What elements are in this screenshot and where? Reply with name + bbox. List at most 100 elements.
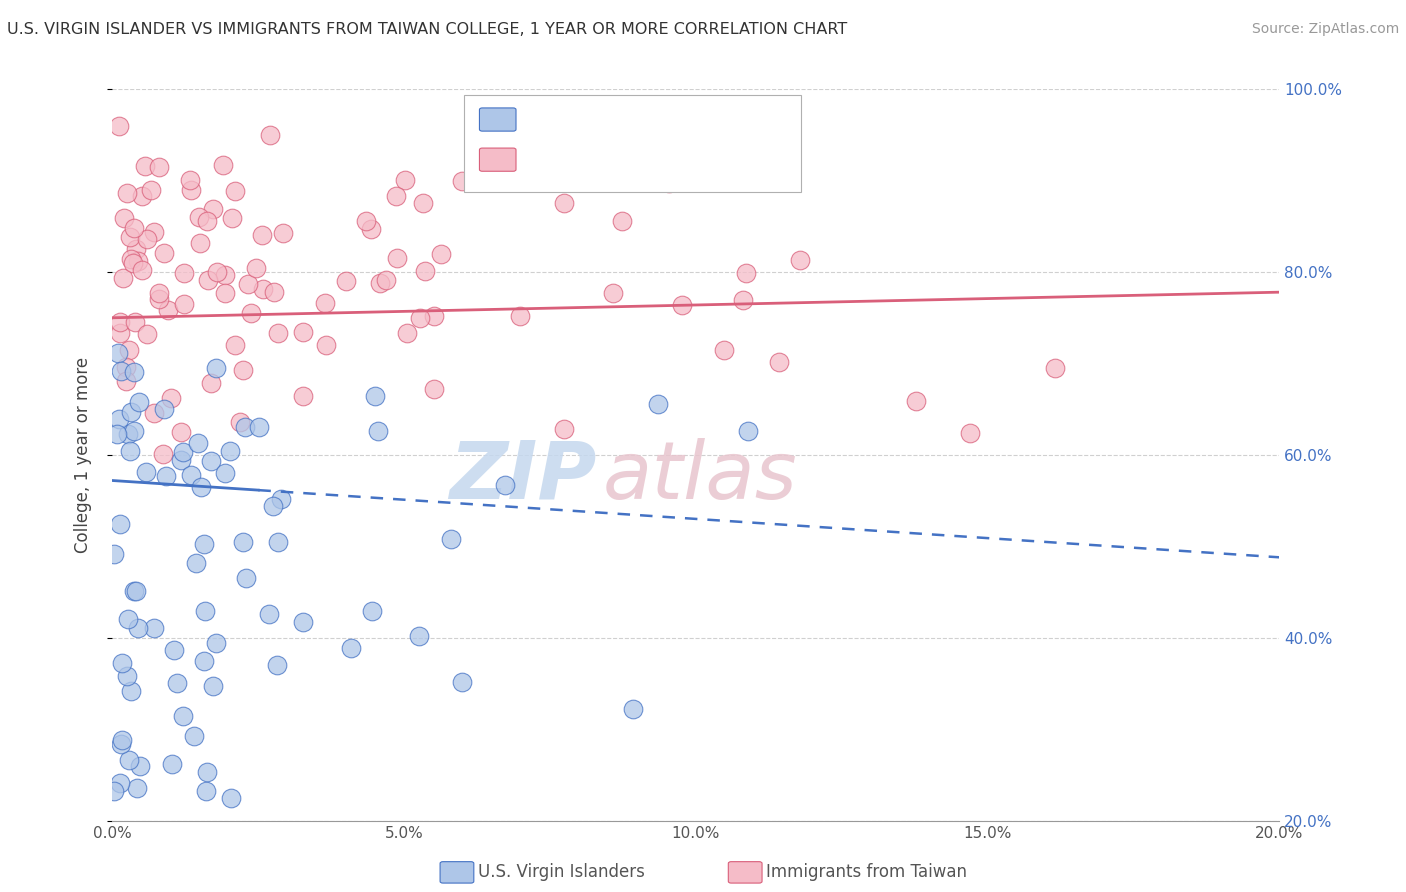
- Point: [409, 311, 432, 326]
- Point: [658, 176, 681, 190]
- Point: [188, 236, 211, 251]
- Point: [364, 389, 387, 403]
- Point: [184, 557, 207, 571]
- Point: [239, 306, 262, 320]
- Point: [103, 783, 125, 797]
- Text: U.S. VIRGIN ISLANDER VS IMMIGRANTS FROM TAIWAN COLLEGE, 1 YEAR OR MORE CORRELATI: U.S. VIRGIN ISLANDER VS IMMIGRANTS FROM …: [7, 22, 848, 37]
- Point: [224, 184, 246, 198]
- Point: [735, 266, 758, 280]
- Point: [232, 363, 254, 377]
- Text: R =  0.018   N = 95: R = 0.018 N = 95: [522, 151, 697, 169]
- Text: Immigrants from Taiwan: Immigrants from Taiwan: [766, 863, 967, 881]
- Point: [733, 293, 755, 307]
- Point: [440, 533, 463, 547]
- Text: atlas: atlas: [603, 438, 797, 516]
- Point: [263, 285, 285, 300]
- Point: [131, 262, 153, 277]
- Point: [131, 189, 153, 203]
- Point: [214, 285, 236, 300]
- Point: [180, 467, 202, 482]
- Point: [422, 382, 444, 396]
- Point: [120, 405, 142, 419]
- Point: [122, 584, 145, 599]
- Point: [115, 186, 138, 201]
- Point: [354, 214, 377, 228]
- Point: [118, 753, 141, 767]
- Point: [152, 246, 174, 260]
- Point: [385, 189, 408, 203]
- Text: U.S. Virgin Islanders: U.S. Virgin Islanders: [478, 863, 645, 881]
- Point: [134, 159, 156, 173]
- Point: [107, 345, 129, 359]
- Point: [125, 781, 148, 796]
- Point: [602, 285, 624, 300]
- Point: [291, 615, 314, 629]
- Point: [315, 338, 337, 352]
- Point: [129, 759, 152, 773]
- Point: [112, 211, 135, 225]
- Point: [170, 453, 193, 467]
- Point: [156, 302, 179, 317]
- Point: [155, 469, 177, 483]
- Point: [340, 641, 363, 656]
- Point: [193, 536, 215, 550]
- Point: [160, 757, 183, 772]
- Point: [127, 253, 149, 268]
- Point: [148, 160, 170, 174]
- Point: [553, 422, 575, 436]
- Point: [768, 355, 790, 369]
- Point: [214, 467, 236, 481]
- Point: [205, 264, 228, 278]
- Point: [413, 264, 436, 278]
- Point: [494, 478, 516, 492]
- Point: [221, 211, 243, 225]
- Point: [108, 776, 131, 790]
- Point: [180, 183, 202, 197]
- Point: [111, 733, 134, 747]
- Point: [247, 419, 270, 434]
- Point: [111, 657, 134, 671]
- Point: [152, 401, 174, 416]
- Point: [202, 679, 225, 693]
- Point: [737, 425, 759, 439]
- Point: [193, 654, 215, 668]
- Point: [170, 425, 193, 439]
- Point: [103, 547, 125, 561]
- Point: [110, 737, 132, 751]
- Point: [271, 226, 294, 240]
- Point: [201, 202, 224, 217]
- Point: [117, 669, 139, 683]
- Point: [450, 675, 472, 690]
- Point: [250, 228, 273, 243]
- Point: [118, 343, 141, 358]
- Point: [267, 535, 290, 549]
- Point: [148, 292, 170, 306]
- Point: [408, 629, 430, 643]
- Point: [367, 424, 389, 438]
- Point: [314, 296, 336, 310]
- Point: [361, 604, 384, 618]
- Point: [387, 252, 409, 266]
- Point: [117, 612, 139, 626]
- Point: [335, 274, 357, 288]
- Point: [789, 253, 811, 268]
- Point: [148, 285, 170, 300]
- Point: [135, 465, 157, 479]
- Point: [127, 621, 149, 635]
- Point: [124, 424, 146, 438]
- Point: [195, 784, 218, 798]
- Point: [194, 604, 217, 618]
- Point: [1045, 361, 1067, 376]
- Point: [212, 158, 235, 172]
- Point: [117, 426, 139, 441]
- Point: [235, 571, 257, 585]
- Point: [233, 420, 256, 434]
- Point: [125, 584, 148, 599]
- Point: [111, 270, 134, 285]
- Point: [553, 195, 575, 210]
- Point: [108, 412, 131, 426]
- Point: [136, 327, 159, 342]
- Point: [412, 196, 434, 211]
- Point: [118, 230, 141, 244]
- Point: [266, 326, 288, 340]
